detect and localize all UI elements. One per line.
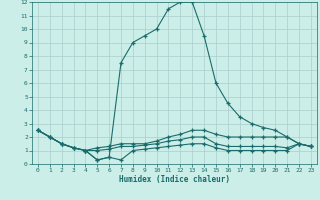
X-axis label: Humidex (Indice chaleur): Humidex (Indice chaleur)	[119, 175, 230, 184]
